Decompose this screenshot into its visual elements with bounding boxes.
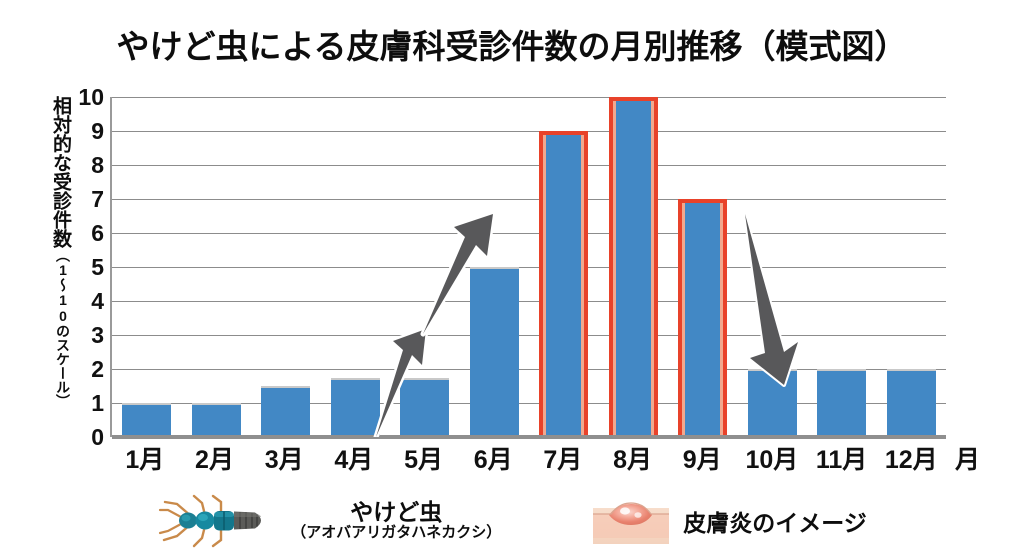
y-axis-ticks: 10 9 8 7 6 5 4 3 2 1 0	[62, 86, 104, 449]
x-axis-tick-label: 2月	[195, 446, 234, 474]
gridline	[112, 335, 946, 336]
bar[interactable]	[261, 386, 311, 437]
gridline	[112, 403, 946, 404]
x-axis-tick-label: 8月	[613, 446, 652, 474]
bar-series	[112, 97, 946, 437]
legend-bug-text: やけど虫 （アオバアリガタハネカクシ）	[291, 500, 501, 541]
y-axis-title-scale: （1〜10のスケール）	[55, 248, 71, 408]
bar-slot	[738, 97, 808, 437]
bar-slot	[529, 97, 599, 437]
y-axis-tick-label: 0	[91, 424, 104, 450]
y-axis-tick-label: 2	[91, 356, 104, 382]
y-axis-title-main: 相対的な受診件数	[50, 96, 71, 248]
bar[interactable]	[330, 377, 380, 437]
y-axis-tick-label: 1	[91, 390, 104, 416]
y-axis-tick-label: 8	[91, 152, 104, 178]
y-axis-tick-label: 4	[91, 288, 104, 314]
bar-slot	[877, 97, 947, 437]
plot-area-wrapper	[110, 97, 946, 439]
bar-highlighted[interactable]	[608, 97, 658, 437]
x-axis-tick-label: 7月	[543, 446, 583, 474]
bar[interactable]	[469, 267, 519, 437]
gridline	[112, 301, 946, 302]
bar-slot	[668, 97, 738, 437]
legend-dermatitis-label: 皮膚炎のイメージ	[683, 510, 867, 536]
bar-slot	[251, 97, 321, 437]
x-axis-tick-label: 1月	[125, 446, 165, 474]
x-axis-labels: 1月 2月 3月 4月 5月 6月 7月 8月 9月 10月 11月 12月	[110, 443, 946, 477]
x-axis-tick-label: 11月	[815, 446, 868, 474]
bar[interactable]	[400, 377, 450, 437]
y-axis-tick-label: 3	[91, 322, 104, 348]
gridline	[112, 165, 946, 166]
gridline	[112, 131, 946, 132]
gridline	[112, 369, 946, 370]
chart-legend: やけど虫 （アオバアリガタハネカクシ）	[0, 486, 1024, 556]
x-axis-tick-label: 4月	[334, 446, 374, 474]
bar-slot	[599, 97, 669, 437]
bar-slot	[112, 97, 182, 437]
bar-slot	[321, 97, 391, 437]
legend-bug-scientific-name: （アオバアリガタハネカクシ）	[291, 524, 502, 542]
gridline	[112, 267, 946, 268]
bar-highlighted[interactable]	[678, 199, 728, 437]
bar[interactable]	[122, 403, 172, 437]
gridline	[112, 199, 946, 200]
x-axis-tick-label: 9月	[682, 446, 722, 474]
gridline	[112, 233, 946, 234]
y-axis-tick-label: 9	[91, 118, 104, 144]
bar[interactable]	[817, 369, 867, 437]
y-axis-tick-label: 10	[78, 84, 104, 110]
bar-slot	[460, 97, 530, 437]
x-axis-tick-label: 5月	[404, 446, 443, 474]
legend-item-dermatitis: 皮膚炎のイメージ	[593, 498, 867, 544]
x-axis-tick-label: 10月	[745, 446, 799, 474]
x-axis-tick-label: 12月	[884, 446, 938, 474]
bar-highlighted[interactable]	[539, 131, 589, 437]
plot-area	[110, 97, 946, 439]
skin-blister-icon	[593, 502, 670, 544]
bar-slot	[807, 97, 877, 437]
rove-beetle-icon	[159, 494, 262, 548]
y-axis-tick-label: 5	[91, 254, 104, 280]
bar-slot	[182, 97, 252, 437]
gridline	[112, 97, 946, 98]
bar[interactable]	[747, 369, 797, 437]
x-axis-baseline	[112, 435, 946, 439]
y-axis-tick-label: 6	[91, 220, 104, 246]
y-axis-title: 相対的な受診件数 （1〜10のスケール）	[36, 96, 71, 441]
bar[interactable]	[886, 369, 936, 437]
y-axis-tick-label: 7	[91, 186, 104, 212]
bar-slot	[390, 97, 460, 437]
page-title: やけど虫による皮膚科受診件数の月別推移（模式図）	[116, 28, 908, 65]
bar[interactable]	[191, 403, 241, 437]
x-axis-tick-label: 3月	[264, 446, 304, 474]
legend-bug-name: やけど虫	[350, 499, 443, 526]
x-axis-unit: 月	[955, 446, 981, 474]
legend-item-bug: やけど虫 （アオバアリガタハネカクシ）	[157, 493, 501, 549]
x-axis-tick-label: 6月	[473, 446, 513, 474]
